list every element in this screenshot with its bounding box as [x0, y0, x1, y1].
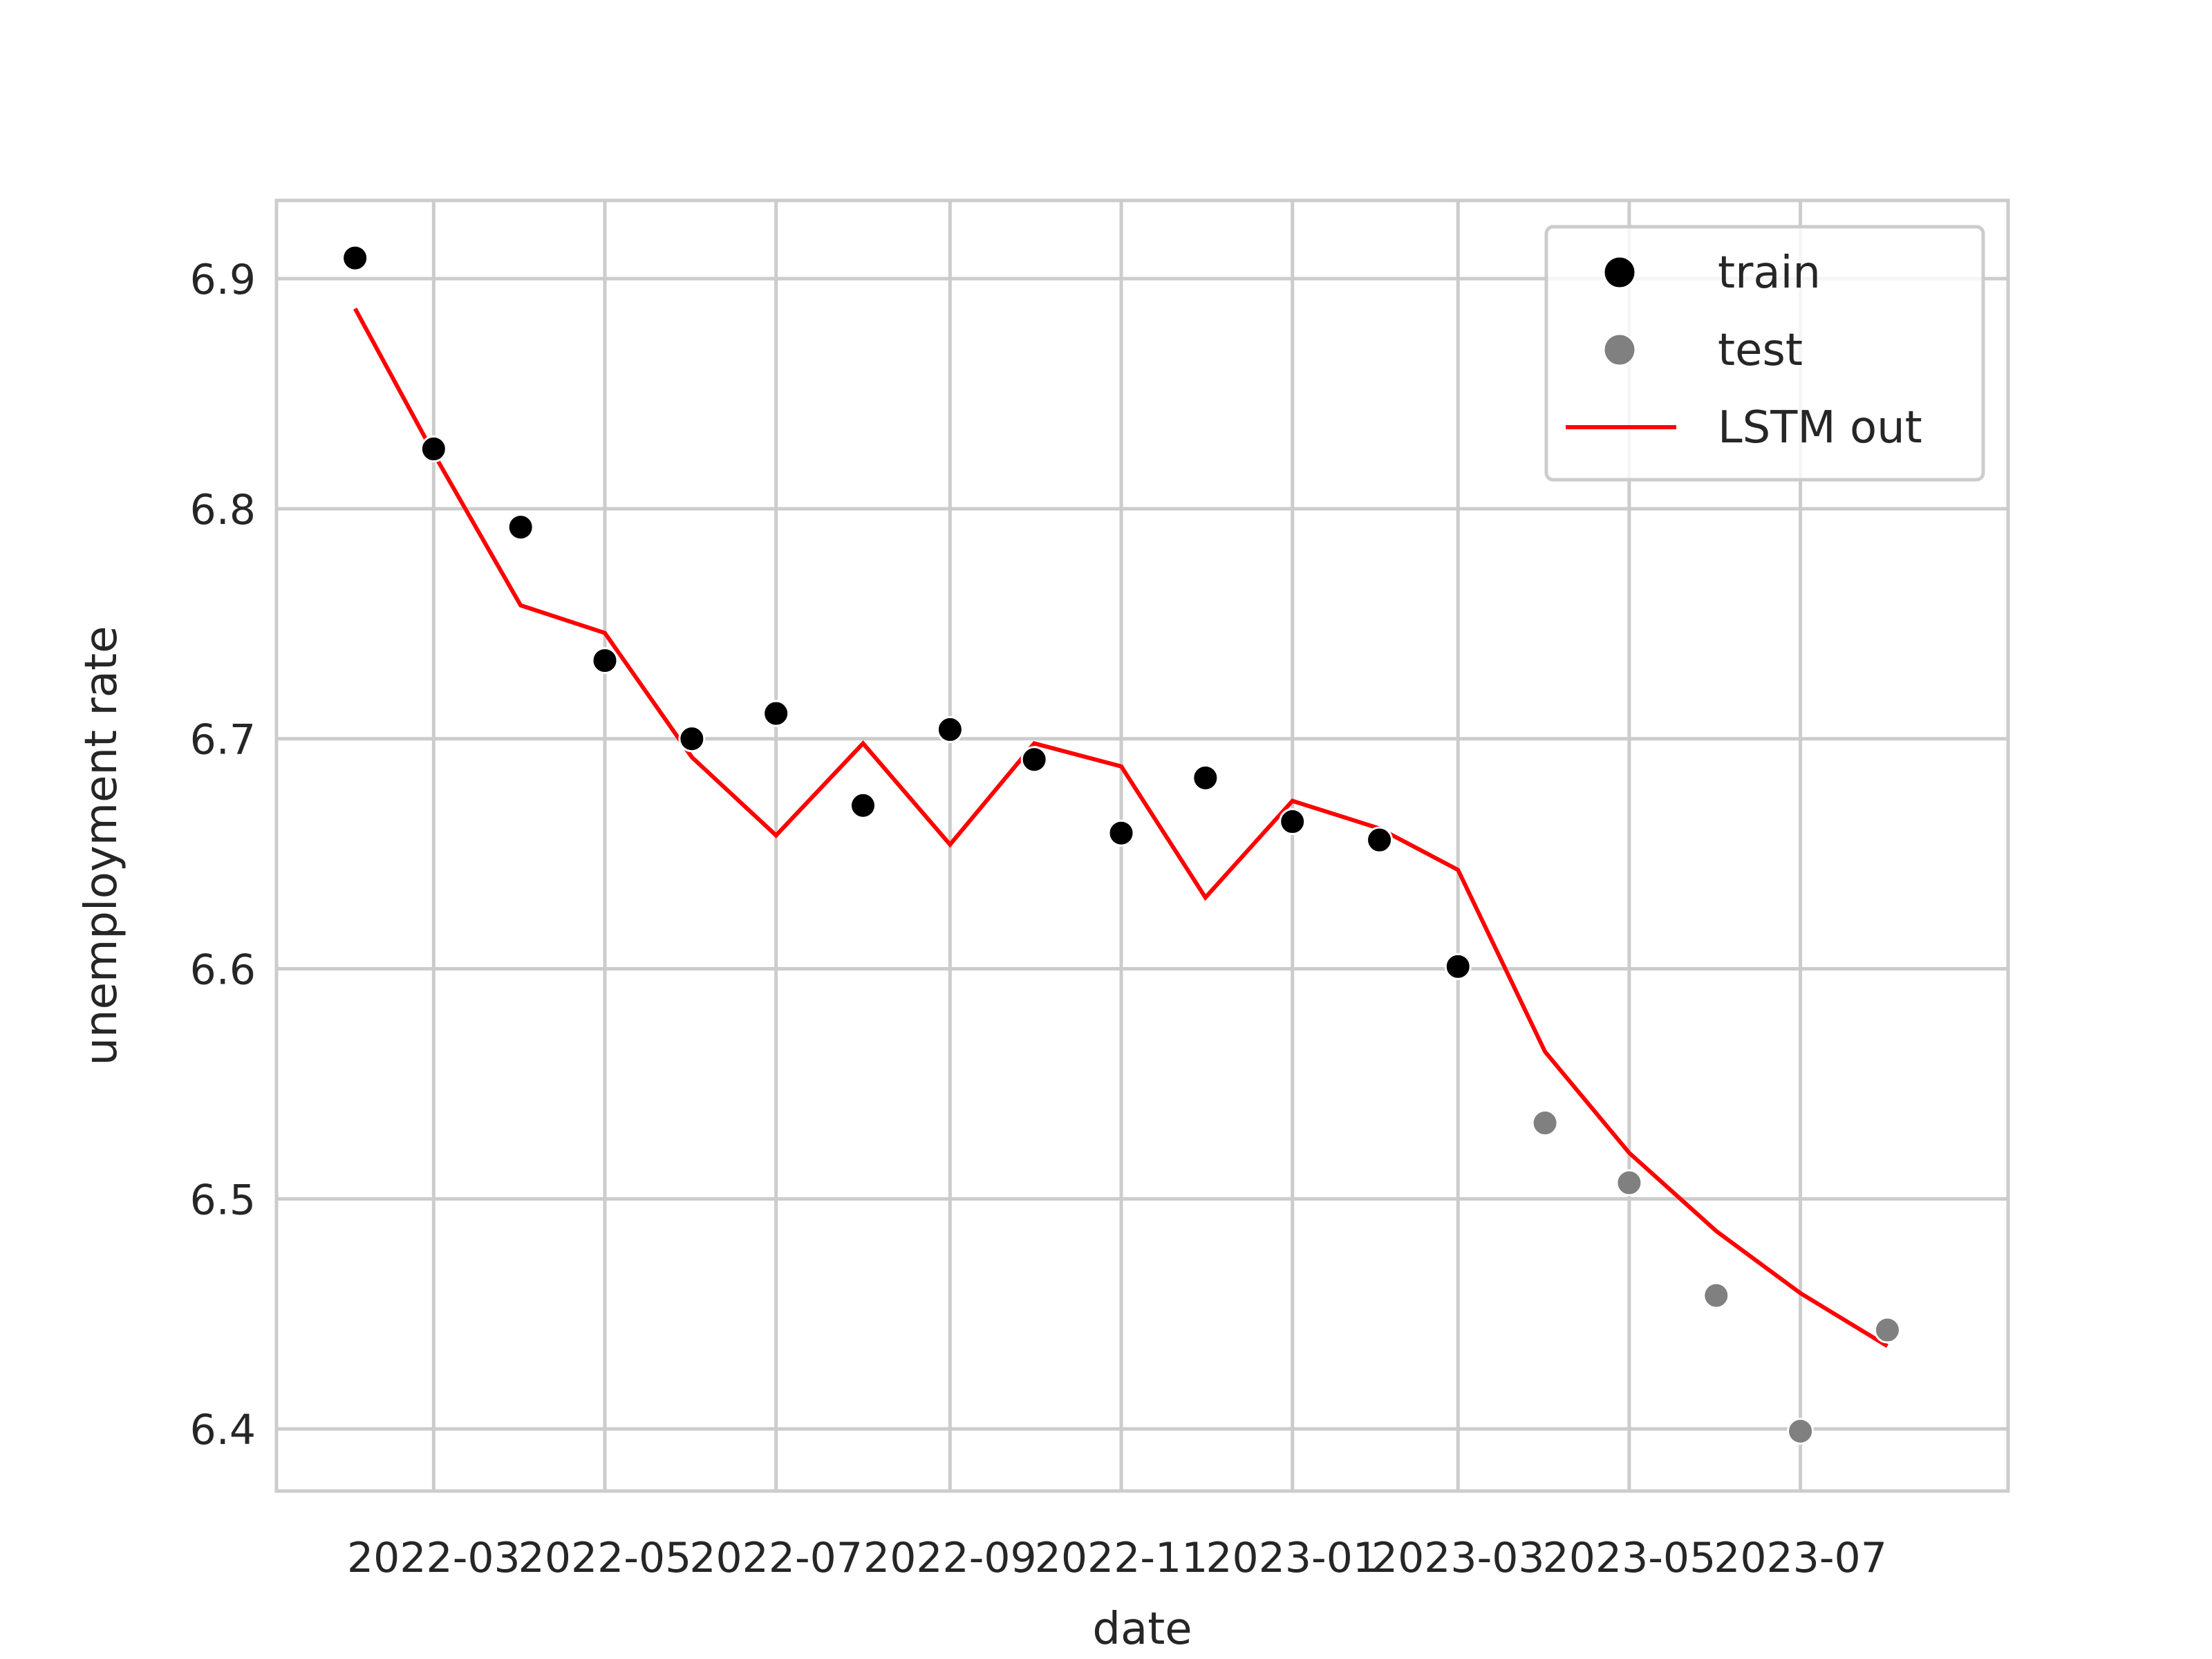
- x-tick-label: 2022-05: [518, 1534, 692, 1582]
- train-point: [1020, 746, 1048, 774]
- train-point: [850, 791, 877, 819]
- train-point: [1444, 953, 1472, 980]
- y-tick-label: 6.8: [190, 486, 256, 534]
- x-tick-label: 2023-07: [1714, 1534, 1887, 1582]
- train-point: [591, 647, 619, 675]
- train-point: [678, 725, 706, 753]
- y-tick-labels: 6.4 6.5 6.6 6.7 6.8 6.9: [190, 256, 256, 1454]
- x-tick-label: 2023-03: [1371, 1534, 1545, 1582]
- y-axis-label: unemployment rate: [76, 626, 127, 1066]
- test-point: [1531, 1109, 1559, 1137]
- legend-label: test: [1718, 325, 1803, 376]
- y-tick-label: 6.4: [190, 1406, 256, 1454]
- legend-label: LSTM out: [1718, 402, 1922, 453]
- y-tick-label: 6.7: [190, 716, 256, 765]
- y-tick-label: 6.9: [190, 256, 256, 304]
- x-tick-label: 2022-07: [689, 1534, 863, 1582]
- train-point: [420, 435, 447, 462]
- test-point: [1787, 1417, 1815, 1445]
- test-point: [1615, 1169, 1643, 1197]
- x-tick-label: 2022-03: [347, 1534, 521, 1582]
- legend-box: [1544, 225, 1985, 482]
- axes-frame: [274, 198, 2010, 1493]
- train-point: [1366, 826, 1394, 854]
- x-axis-label: date: [1092, 1604, 1192, 1655]
- train-point: [341, 244, 369, 272]
- legend-dot-marker: [1602, 332, 1637, 367]
- legend-dot-marker: [1602, 255, 1637, 290]
- lstm-line: [353, 307, 1888, 1348]
- train-point: [507, 514, 534, 541]
- train-point: [1192, 764, 1219, 791]
- train-point: [1279, 808, 1306, 836]
- x-tick-label: 2022-11: [1035, 1534, 1208, 1582]
- test-point: [1703, 1282, 1730, 1309]
- x-tick-label: 2022-09: [863, 1534, 1037, 1582]
- x-tick-label: 2023-05: [1543, 1534, 1716, 1582]
- legend-label: train: [1718, 247, 1821, 299]
- train-point: [1107, 819, 1135, 847]
- x-tick-label: 2023-01: [1206, 1534, 1379, 1582]
- grid: [276, 200, 2008, 1491]
- train-point: [936, 715, 964, 743]
- legend: train test LSTM out: [1544, 225, 1985, 482]
- test-point: [1873, 1316, 1901, 1344]
- y-tick-label: 6.5: [190, 1176, 256, 1224]
- series-layer: [341, 244, 1901, 1445]
- train-point: [762, 700, 790, 727]
- y-tick-label: 6.6: [190, 946, 256, 995]
